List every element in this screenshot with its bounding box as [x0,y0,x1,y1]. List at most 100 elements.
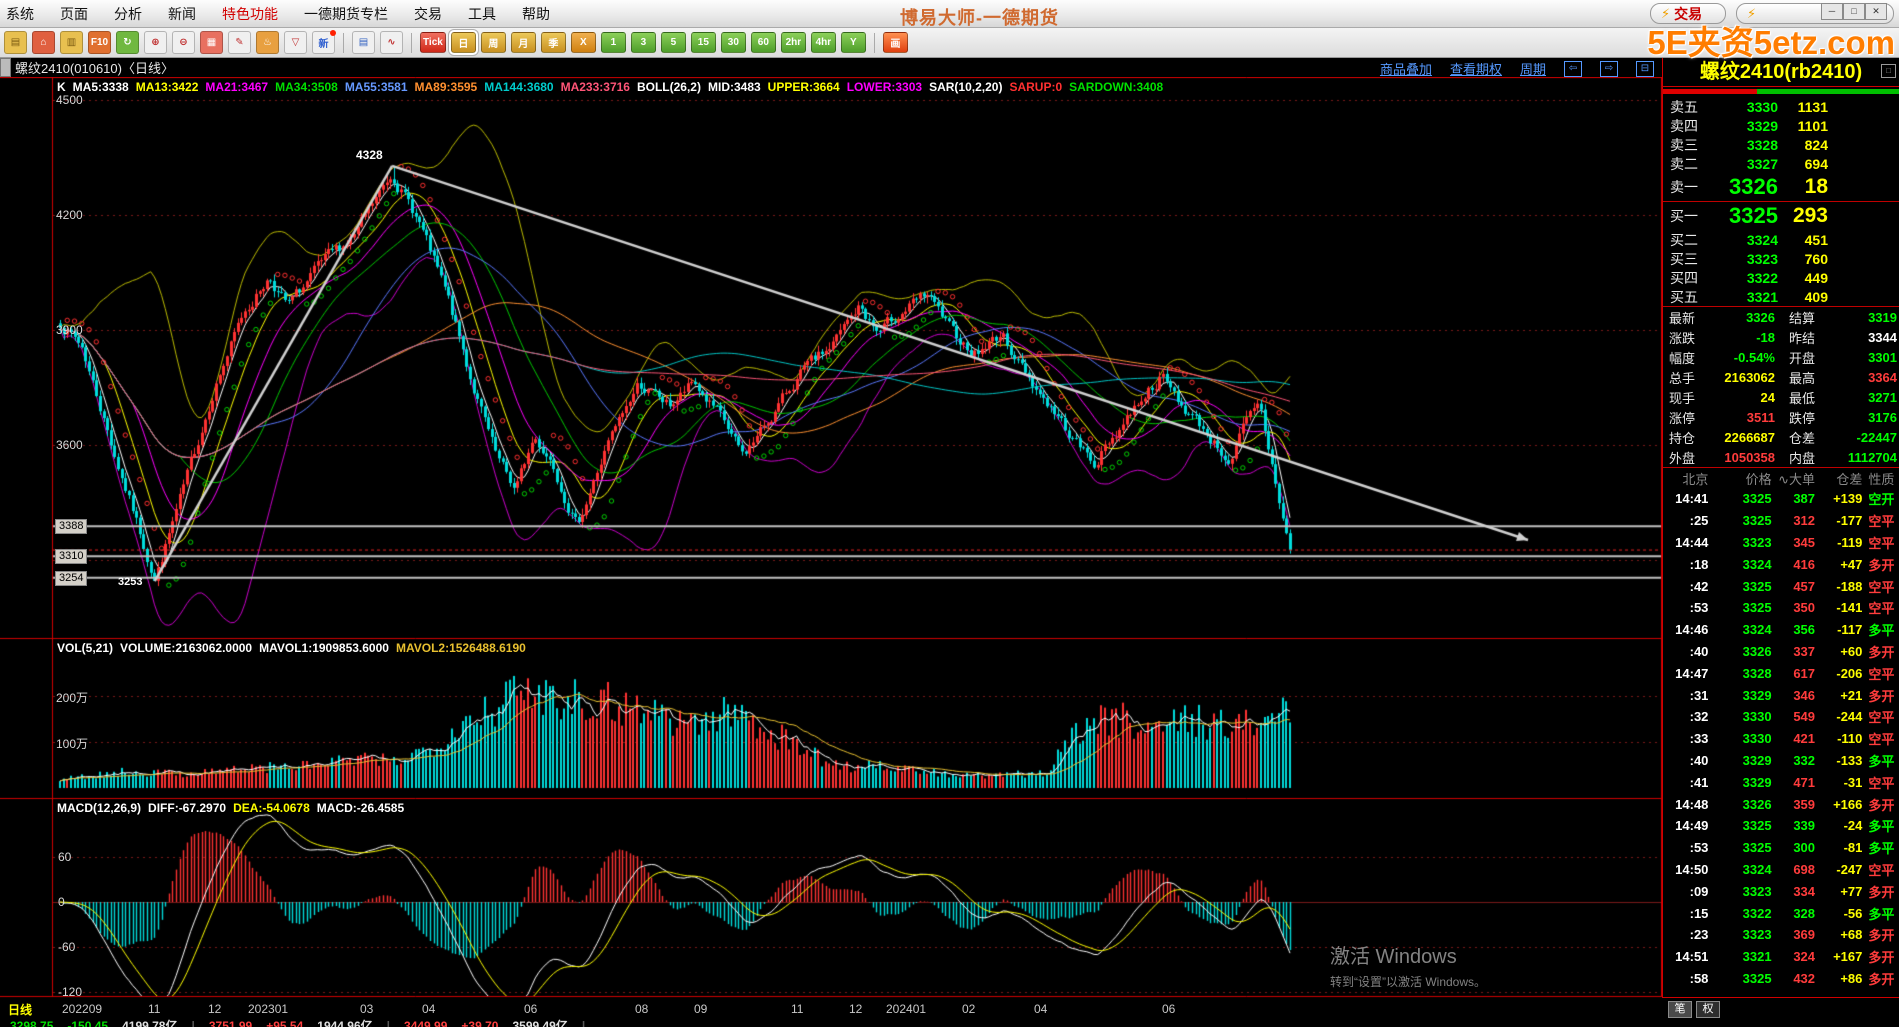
bid-row[interactable]: 买三 3323 760 [1670,250,1828,267]
tab-scroll-handle[interactable] [0,58,11,77]
tick-trade-row[interactable]: :15 3322 328 -56 多平 [1689,905,1895,922]
hot-icon[interactable]: ♨ [256,31,279,54]
nav-arrow-icon[interactable]: ⊟ [1636,60,1654,77]
menu-item[interactable]: 新闻 [168,5,196,22]
period-button-30[interactable]: 30 [720,32,746,53]
tick-trade-row[interactable]: :53 3325 350 -141 空平 [1689,600,1895,617]
period-button-月[interactable]: 月 [510,32,536,53]
tick-trade-row[interactable]: :23 3323 369 +68 多开 [1689,927,1895,944]
tick-trade-row[interactable]: :53 3325 300 -81 多平 [1689,840,1895,857]
link-商品叠加[interactable]: 商品叠加 [1379,62,1432,77]
tick-trade-row[interactable]: :42 3325 457 -188 空平 [1689,578,1895,595]
period-label[interactable]: 日线 [8,1003,33,1017]
contract-title[interactable]: 螺纹2410(rb2410) □ [1663,58,1899,87]
tick-trade-row[interactable]: 14:41 3325 387 +139 空开 [1675,491,1895,508]
tick-trade-row[interactable]: 14:46 3324 356 -117 多平 [1675,622,1895,639]
overlay-icon[interactable]: ▦ [200,31,223,54]
menu-item[interactable]: 一德期货专栏 [304,5,388,22]
period-button-4hr[interactable]: 4hr [810,32,836,53]
tick-trade-row[interactable]: :41 3329 471 -31 空平 [1689,774,1895,791]
zoom-out-icon[interactable]: ⊖ [172,31,195,54]
minimize-button[interactable]: ─ [1821,3,1843,20]
bid-row[interactable]: 买二 3324 451 [1670,231,1828,248]
trend-icon[interactable]: ∿ [380,31,403,54]
period-button-Tick[interactable]: Tick [420,32,446,53]
folder-icon[interactable]: ▤ [4,31,27,54]
tick-trade-row[interactable]: :40 3329 332 -133 多平 [1689,752,1895,769]
quote-panel: 螺纹2410(rb2410) □ 卖五 3330 1131 卖四 3329 1101 卖三 3… [1662,58,1899,998]
maximize-button[interactable]: □ [1843,3,1865,20]
panel-restore-icon[interactable]: □ [1881,64,1896,78]
menu-item[interactable]: 特色功能 [222,5,278,22]
period-button-5[interactable]: 5 [660,32,686,53]
buy-sell-gauge [1663,89,1899,94]
period-button-1[interactable]: 1 [600,32,626,53]
tick-trade-row[interactable]: 14:50 3324 698 -247 空平 [1675,861,1895,878]
home-icon[interactable]: ⌂ [32,31,55,54]
period-button-60[interactable]: 60 [750,32,776,53]
tick-trade-row[interactable]: 14:47 3328 617 -206 空平 [1675,665,1895,682]
ask-row[interactable]: 卖一 3326 18 [1670,174,1828,199]
period-button-2hr[interactable]: 2hr [780,32,806,53]
lightning-icon: ⚡ [1661,5,1671,21]
bottom-tab-权[interactable]: 权 [1696,1001,1720,1018]
tick-trade-row[interactable]: :25 3325 312 -177 空平 [1689,513,1895,530]
status-segment: 3599.49亿 [512,1019,568,1027]
time-axis: 日线 202209 11 12 202301 03 04 06 08 09 11 12 202401 0… [0,1000,1662,1017]
period-button-周[interactable]: 周 [480,32,506,53]
nav-arrow-icon[interactable]: ⇦ [1564,60,1582,77]
link-周期[interactable]: 周期 [1519,62,1546,77]
f10-icon[interactable]: F10 [88,31,111,54]
bid-row[interactable]: 买四 3322 449 [1670,269,1828,286]
toolbar: ▤ ⌂ ▥ F10 ↻ ⊕ ⊖ ▦ ✎ ♨ ▽ 新 ▤ ∿ Tick 日周月季 X 1 3 5 15 30 60 2hr 4hr… [0,28,1899,58]
tick-trade-row[interactable]: :31 3329 346 +21 多开 [1689,687,1895,704]
tick-trade-row[interactable]: 14:49 3325 339 -24 多平 [1675,818,1895,835]
ask-row[interactable]: 卖五 3330 1131 [1670,98,1828,115]
tick-trade-row[interactable]: :32 3330 549 -244 空平 [1689,709,1895,726]
tick-trade-row[interactable]: :33 3330 421 -110 空平 [1689,731,1895,748]
nav-arrow-icon[interactable]: ⇨ [1600,60,1618,77]
period-button-X[interactable]: X [570,32,596,53]
time-axis-label: 06 [1162,1002,1176,1016]
menu-item[interactable]: 帮助 [522,5,550,22]
link-查看期权[interactable]: 查看期权 [1449,62,1502,77]
bid-row[interactable]: 买五 3321 409 [1670,288,1828,305]
ask-row[interactable]: 卖四 3329 1101 [1670,117,1828,134]
period-button-15[interactable]: 15 [690,32,716,53]
status-segment: +39.70 [461,1019,499,1027]
period-button-Y[interactable]: Y [840,32,866,53]
report-icon[interactable]: ▤ [352,31,375,54]
zoom-in-icon[interactable]: ⊕ [144,31,167,54]
bid-row[interactable]: 买一 3325 293 [1670,203,1828,228]
bottom-tab-笔[interactable]: 笔 [1668,1001,1692,1018]
filter-icon[interactable]: ▽ [284,31,307,54]
close-button[interactable]: ✕ [1865,3,1887,20]
trade-button[interactable]: ⚡ 交易 [1650,3,1726,24]
draw-pen-icon[interactable]: ✎ [228,31,251,54]
new-icon[interactable]: 新 [312,30,336,54]
tick-trade-row[interactable]: :09 3323 334 +77 多开 [1689,883,1895,900]
tick-trade-row[interactable]: :40 3326 337 +60 多开 [1689,643,1895,660]
period-button-日[interactable]: 日 [448,30,478,55]
menu-item[interactable]: 页面 [60,5,88,22]
period-button-3[interactable]: 3 [630,32,656,53]
menu-item[interactable]: 分析 [114,5,142,22]
price-chart[interactable] [0,77,1662,998]
tick-trade-row[interactable]: :18 3324 416 +47 多开 [1689,556,1895,573]
draw-tool-button[interactable]: 画 [882,32,908,53]
menu-item[interactable]: 系统 [6,5,34,22]
ask-row[interactable]: 卖三 3328 824 [1670,136,1828,153]
menu-item[interactable]: 工具 [468,5,496,22]
tick-trade-row[interactable]: 14:48 3326 359 +166 多开 [1675,796,1895,813]
ask-row[interactable]: 卖二 3327 694 [1670,155,1828,172]
chart-tab-label[interactable]: 螺纹2410(010610)〈日线〉 [15,61,174,76]
period-button-季[interactable]: 季 [540,32,566,53]
tick-trade-row[interactable]: 14:44 3323 345 -119 空平 [1675,534,1895,551]
refresh-icon[interactable]: ↻ [116,31,139,54]
stat-row: 持仓 2266687 仓差 -22447 [1669,429,1897,446]
tick-trade-row[interactable]: :58 3325 432 +86 多开 [1689,970,1895,987]
tick-trade-row[interactable]: 14:51 3321 324 +167 多开 [1675,949,1895,966]
menu-item[interactable]: 交易 [414,5,442,22]
news-icon[interactable]: ▥ [60,31,83,54]
